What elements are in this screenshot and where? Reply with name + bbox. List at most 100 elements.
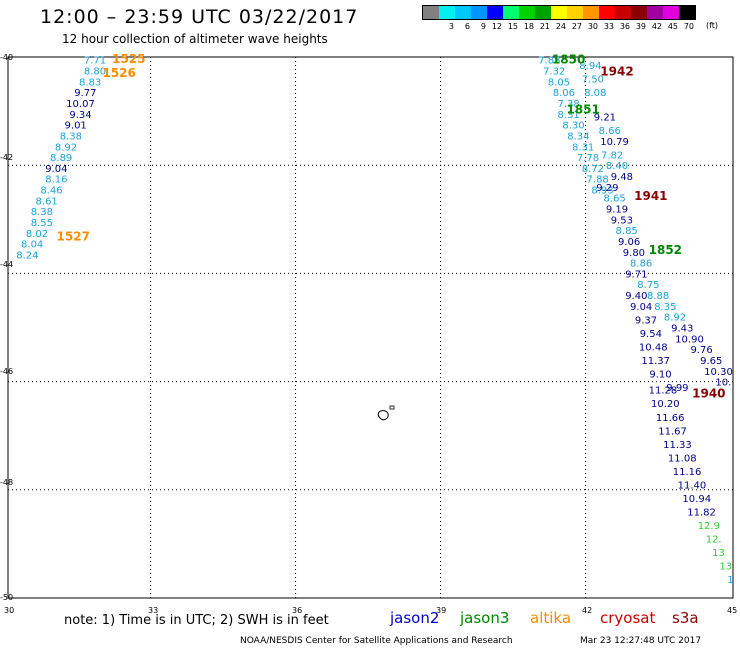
wave-height-value: 8.65 bbox=[603, 194, 625, 205]
wave-height-value: 9.04 bbox=[630, 302, 652, 313]
wave-height-value: 8.04 bbox=[21, 240, 43, 251]
wave-height-value: 12. bbox=[706, 534, 722, 545]
pass-number-label: 1526 bbox=[102, 66, 135, 80]
lon-label-45: 45 bbox=[727, 606, 738, 615]
wave-height-value: 9.48 bbox=[611, 172, 633, 183]
wave-height-value: 9.34 bbox=[69, 110, 91, 121]
legend-swatch bbox=[615, 6, 631, 19]
wave-height-value: 10.30 bbox=[704, 367, 733, 378]
legend-swatch bbox=[551, 6, 567, 19]
wave-height-value: 8.75 bbox=[637, 280, 659, 291]
legend-swatch bbox=[471, 6, 487, 19]
wave-height-value: 8.94 bbox=[579, 61, 601, 72]
lon-label-42: 42 bbox=[582, 606, 593, 615]
legend-swatch bbox=[423, 6, 439, 19]
wave-height-value: 8.86 bbox=[630, 259, 652, 270]
legend-label: 33 bbox=[603, 22, 614, 31]
wave-height-value: 8.83 bbox=[79, 77, 101, 88]
wave-height-value: 7.88 bbox=[587, 175, 609, 186]
wave-height-value: 9.99 bbox=[666, 383, 688, 394]
wave-height-value: 8.35 bbox=[654, 302, 676, 313]
wave-height-value: 11.33 bbox=[663, 440, 692, 451]
wave-height-value: 10.79 bbox=[600, 137, 629, 148]
wave-height-value: 9.43 bbox=[671, 324, 693, 335]
wave-height-value: 8.34 bbox=[567, 131, 589, 142]
legend-swatch bbox=[503, 6, 519, 19]
wave-height-value: 8.16 bbox=[45, 175, 67, 186]
legend-swatches bbox=[422, 5, 696, 20]
generated-timestamp: Mar 23 12:27:48 UTC 2017 bbox=[580, 636, 702, 646]
wave-height-value: 8.92 bbox=[55, 142, 77, 153]
lon-label-33: 33 bbox=[148, 606, 159, 615]
lat-label-42: -42 bbox=[0, 153, 14, 162]
legend-unit: (ft) bbox=[706, 21, 719, 30]
pass-number-label: 1851 bbox=[566, 102, 599, 116]
wave-height-value: 11.37 bbox=[641, 356, 670, 367]
wave-height-value: 8.31 bbox=[558, 110, 580, 121]
legend-label: 24 bbox=[555, 22, 566, 31]
lon-label-30: 30 bbox=[4, 606, 15, 615]
wave-height-value: 11.16 bbox=[673, 467, 702, 478]
legend-label: 18 bbox=[523, 22, 534, 31]
pass-number-label: 1527 bbox=[57, 230, 90, 244]
wave-height-value: 9.01 bbox=[65, 121, 87, 132]
lat-label-40: -40 bbox=[0, 53, 14, 62]
wave-height-value: 9.40 bbox=[625, 291, 647, 302]
legend-swatch bbox=[487, 6, 503, 19]
legend-swatch bbox=[519, 6, 535, 19]
legend-label: 12 bbox=[491, 22, 502, 31]
legend-swatch bbox=[567, 6, 583, 19]
wave-height-value: 8.24 bbox=[16, 250, 38, 261]
legend-label: 6 bbox=[464, 22, 470, 31]
legend-swatch bbox=[583, 6, 599, 19]
pass-number-label: 1941 bbox=[634, 189, 667, 203]
legend-swatch bbox=[439, 6, 455, 19]
legend-label: 70 bbox=[683, 22, 694, 31]
wave-height-value: 9.10 bbox=[649, 369, 671, 380]
wave-height-value: 11.08 bbox=[668, 453, 697, 464]
legend-swatch bbox=[631, 6, 647, 19]
legend-swatch bbox=[535, 6, 551, 19]
wave-height-value: 13 bbox=[719, 562, 732, 573]
wave-height-value: 8.31 bbox=[572, 142, 594, 153]
wave-height-value: 8.05 bbox=[548, 77, 570, 88]
wave-height-value: 1 bbox=[727, 575, 733, 586]
legend-label: 39 bbox=[635, 22, 646, 31]
wave-height-value: 10.90 bbox=[675, 334, 704, 345]
wave-height-value: 11.28 bbox=[649, 386, 678, 397]
legend-label: 30 bbox=[587, 22, 598, 31]
wave-height-value: 9.77 bbox=[74, 88, 96, 99]
legend-label: 15 bbox=[507, 22, 518, 31]
color-legend: 3 6 9 12 15 18 21 24 27 30 33 36 39 42 45 70 (ft) bbox=[422, 5, 718, 31]
legend-label: 9 bbox=[480, 22, 486, 31]
legend-label: 21 bbox=[539, 22, 550, 31]
legend-label: 3 bbox=[448, 22, 454, 31]
wave-height-value: 10.07 bbox=[66, 99, 95, 110]
map-subtitle: 12 hour collection of altimeter wave hei… bbox=[62, 32, 328, 46]
credit-line: NOAA/NESDIS Center for Satellite Applica… bbox=[240, 636, 513, 646]
wave-height-value: 8.80 bbox=[84, 67, 106, 78]
sat-label-jason3: jason3 bbox=[460, 609, 510, 627]
island-coastline bbox=[377, 410, 389, 421]
wave-height-value: 8.38 bbox=[31, 207, 53, 218]
legend-swatch bbox=[647, 6, 663, 19]
wave-height-value: 13 bbox=[712, 548, 725, 559]
wave-height-value: 11.82 bbox=[687, 507, 716, 518]
wave-height-value: 9.04 bbox=[45, 164, 67, 175]
wave-height-value: 7.82 bbox=[601, 150, 623, 161]
units-note: note: 1) Time is in UTC; 2) SWH is in fe… bbox=[64, 613, 329, 628]
sat-label-s3a: s3a bbox=[672, 609, 699, 627]
wave-height-value: 7.88 bbox=[538, 56, 560, 67]
map-frame bbox=[7, 56, 734, 599]
wave-height-value: 7.78 bbox=[577, 153, 599, 164]
pass-number-label: 1850 bbox=[552, 53, 585, 67]
sat-label-cryosat: cryosat bbox=[600, 609, 656, 627]
wave-height-value: 8.89 bbox=[50, 153, 72, 164]
wave-height-value: 8.66 bbox=[599, 126, 621, 137]
legend-label: 45 bbox=[667, 22, 678, 31]
lat-label-48: -48 bbox=[0, 478, 14, 487]
legend-swatch bbox=[599, 6, 615, 19]
wave-height-value: 8.46 bbox=[40, 186, 62, 197]
pass-number-label: 1525 bbox=[112, 52, 145, 66]
